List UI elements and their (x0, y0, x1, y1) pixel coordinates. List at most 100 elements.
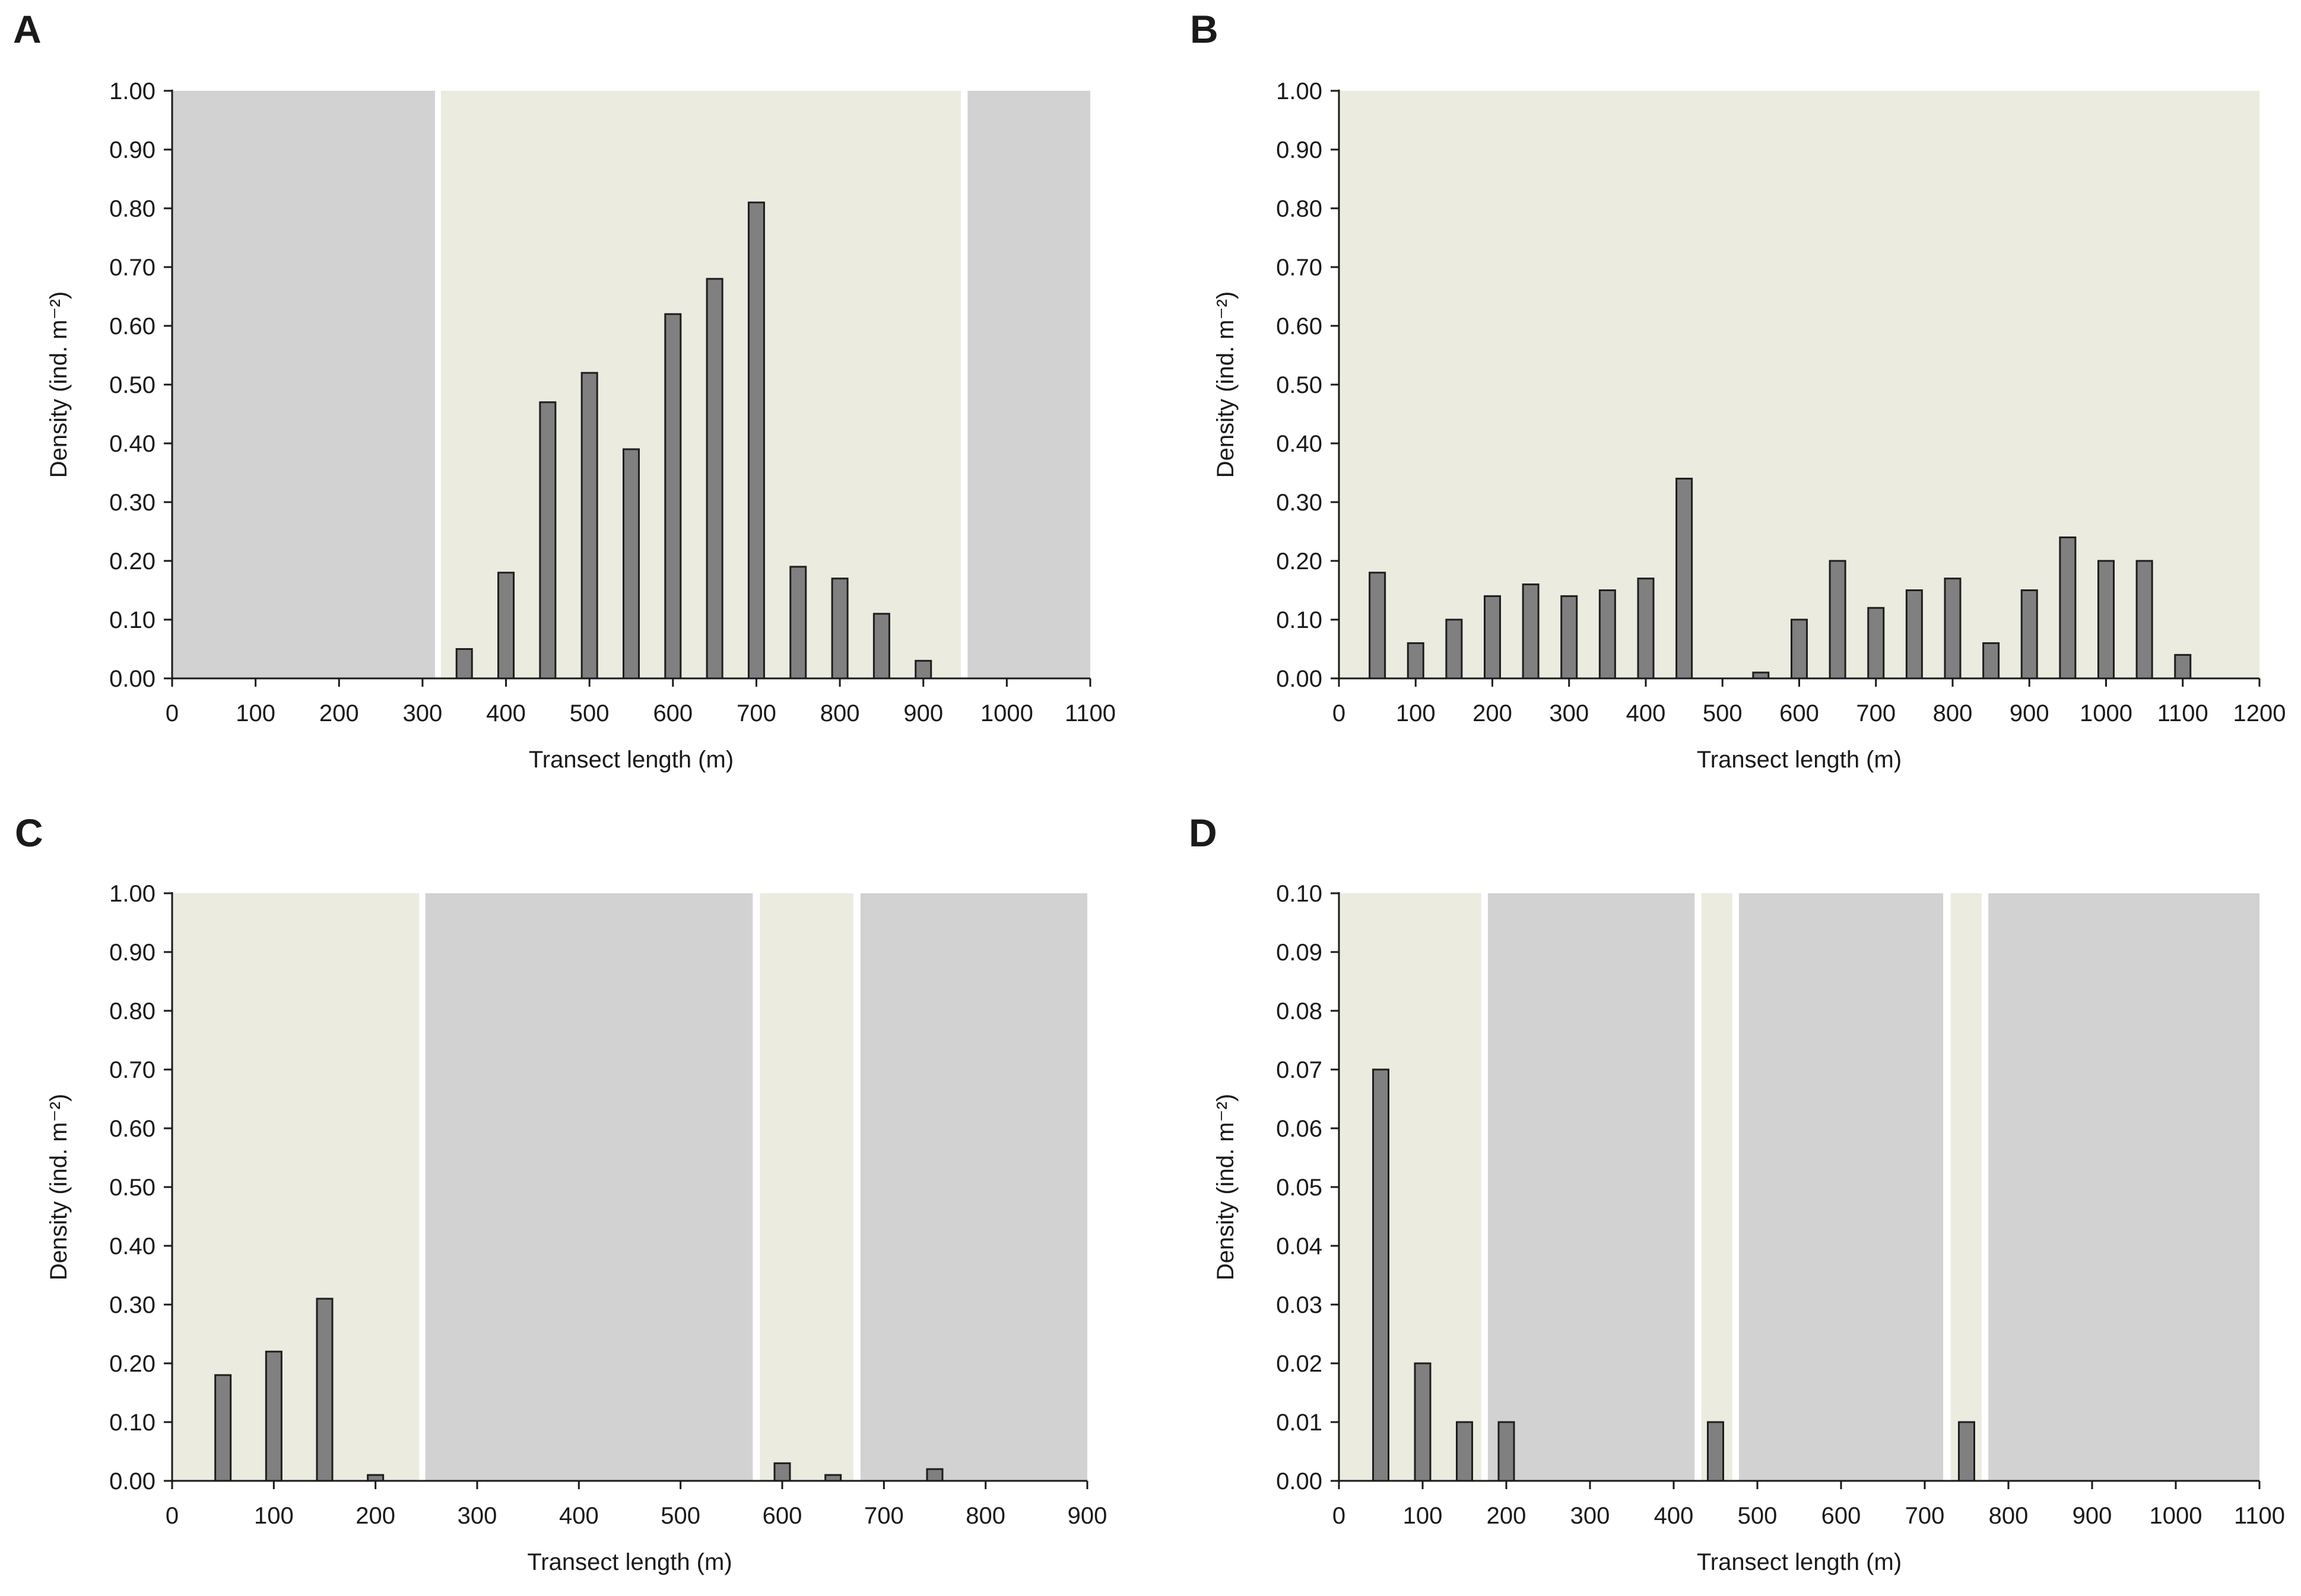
panel-a-bar (831, 578, 849, 680)
panel-b-y-tick-label: 0.60 (1276, 313, 1322, 339)
panel-b-x-tick-label: 200 (1472, 700, 1512, 726)
panel-d-x-axis-title: Transect length (m) (1697, 1549, 1902, 1575)
panel-c-y-tick-label: 0.30 (109, 1292, 155, 1318)
panel-a-y-tick-label: 0.50 (109, 372, 155, 398)
panel-b-x-tick-label: 1100 (2157, 700, 2208, 726)
panel-b-x-tick-label: 1200 (2233, 700, 2286, 726)
panel-a-x-tick-label: 900 (903, 700, 943, 726)
panel-d-x-tick-label: 300 (1570, 1503, 1610, 1529)
panel-c-y-tick-label: 0.60 (109, 1116, 155, 1142)
panel-b-x-tick-label: 600 (1779, 700, 1819, 726)
panel-a-bar (580, 372, 598, 680)
panel-d-zone-5 (1988, 893, 2259, 1481)
panel-b-y-tick-label: 0.40 (1276, 431, 1322, 457)
panel-b-bar (2020, 589, 2038, 680)
panel-d-y-tick-labels: 0.00 0.01 0.02 0.03 0.04 0.05 0.06 0.07 0.08 0.09… (1276, 881, 1322, 1495)
panel-b-y-tick-label: 0.20 (1276, 548, 1322, 575)
panel-b-bar (1407, 642, 1424, 680)
panel-letter-c: C (15, 811, 43, 855)
panel-c-y-tick-label: 0.40 (109, 1233, 155, 1259)
panel-a-y-tick-label: 1.00 (109, 78, 155, 104)
panel-c-y-tick-label: 0.80 (109, 998, 155, 1024)
panel-b-y-tick-label: 0.70 (1276, 255, 1322, 281)
panel-b-bar (1675, 477, 1693, 680)
panel-a-bar (789, 566, 807, 680)
panel-c-y-tick-label: 1.00 (109, 881, 155, 907)
panel-a-bar (455, 648, 473, 680)
panel-c-x-tick-label: 700 (864, 1503, 904, 1529)
panel-a-y-axis-title: Density (ind. m⁻²) (46, 291, 72, 478)
panel-d-bar (1372, 1068, 1389, 1482)
panel-b-bar (1560, 595, 1578, 680)
panel-c-x-axis-title: Transect length (m) (527, 1549, 732, 1575)
panel-b-x-tick-labels: 0 100 200 300 400 500 600 700 800 900 1000 1100 1200 (1332, 700, 2286, 726)
panel-c-x-tick-label: 400 (559, 1503, 599, 1529)
panel-b-bar (1944, 578, 1962, 680)
panel-c-y-tick-label: 0.00 (109, 1468, 155, 1495)
panel-c-zone-1 (425, 893, 753, 1481)
panel-c: C 0.000.100.200.300.400.500.600.700.800.… (15, 811, 1107, 1575)
panel-a-bars (455, 201, 932, 680)
panel-d-x-tick-label: 0 (1332, 1503, 1345, 1529)
panel-c-y-tick-label: 0.70 (109, 1057, 155, 1083)
panel-b-bar (1484, 595, 1501, 680)
panel-b-x-tick-label: 500 (1703, 700, 1743, 726)
panel-b-x-axis-title: Transect length (m) (1697, 747, 1902, 773)
panel-d-y-tick-label: 0.05 (1276, 1175, 1322, 1201)
panel-c-axes (164, 892, 1088, 1489)
panel-d-y-tick-label: 0.09 (1276, 940, 1322, 966)
panel-d-bar (1958, 1421, 1975, 1482)
panel-b-x-tick-label: 400 (1626, 700, 1666, 726)
panel-c-x-tick-label: 300 (458, 1503, 497, 1529)
panel-d-bar (1456, 1421, 1473, 1482)
panel-d-x-tick-label: 900 (2073, 1503, 2112, 1529)
panel-c-y-tick-label: 0.20 (109, 1351, 155, 1377)
panel-d-x-tick-labels: 0 100 200 300 400 500 600 700 800 900 1000 1100 (1332, 1503, 2285, 1529)
panel-d-x-tick-label: 200 (1487, 1503, 1526, 1529)
panel-a-y-tick-label: 0.30 (109, 490, 155, 516)
panel-b-x-tick-label: 800 (1933, 700, 1973, 726)
panel-a-x-tick-label: 800 (820, 700, 860, 726)
panel-c-y-tick-label: 0.50 (109, 1175, 155, 1201)
panel-d-zone-2 (1701, 893, 1732, 1481)
panel-d-bar (1707, 1421, 1724, 1482)
panel-d-y-tick-label: 0.03 (1276, 1292, 1322, 1318)
panel-a-x-tick-label: 1100 (1065, 700, 1116, 726)
panel-a-bar (497, 572, 515, 680)
panel-b-bar (1791, 618, 1808, 680)
panel-b-x-tick-label: 0 (1332, 700, 1345, 726)
panel-c-x-tick-label: 0 (166, 1503, 179, 1529)
panel-d-y-tick-label: 0.07 (1276, 1057, 1322, 1083)
panel-c-bar (316, 1297, 334, 1482)
panel-b: B 0.000.100.200.300.400.500.600.700.800.… (1190, 7, 2286, 773)
panel-c-x-tick-label: 900 (1068, 1503, 1107, 1529)
panel-a-zone-0 (172, 91, 436, 678)
panel-a-bar (664, 313, 682, 680)
panel-c-bar (214, 1374, 232, 1482)
panel-a-x-tick-label: 300 (403, 700, 443, 726)
panel-b-y-axis-title: Density (ind. m⁻²) (1213, 291, 1239, 478)
panel-a-y-tick-label: 0.40 (109, 431, 155, 457)
panel-b-bar (1445, 618, 1463, 680)
panel-a-bar (872, 613, 890, 680)
panel-d-x-tick-label: 500 (1738, 1503, 1778, 1529)
panel-d-y-tick-label: 0.02 (1276, 1351, 1322, 1377)
panel-d-y-tick-label: 0.01 (1276, 1410, 1322, 1436)
panel-b-bar (1867, 607, 1885, 680)
panel-a-bar (539, 401, 557, 680)
panel-a-y-tick-label: 0.60 (109, 313, 155, 339)
panel-d-x-tick-label: 1100 (2234, 1503, 2285, 1529)
panel-a-y-tick-label: 0.90 (109, 137, 155, 163)
panel-a-zone-2 (967, 91, 1090, 678)
panel-b-bar (2135, 560, 2153, 680)
panel-b-y-tick-label: 0.80 (1276, 196, 1322, 222)
panel-b-y-tick-label: 0.10 (1276, 607, 1322, 633)
panel-a-bar (706, 278, 723, 680)
panel-b-bar (1369, 572, 1386, 680)
panel-a-x-tick-label: 600 (653, 700, 693, 726)
panel-d-y-axis-title: Density (ind. m⁻²) (1213, 1094, 1239, 1281)
panel-b-x-tick-label: 300 (1549, 700, 1589, 726)
panel-c-x-tick-labels: 0 100 200 300 400 500 600 700 800 900 (166, 1503, 1107, 1529)
panel-c-bar (773, 1462, 791, 1482)
